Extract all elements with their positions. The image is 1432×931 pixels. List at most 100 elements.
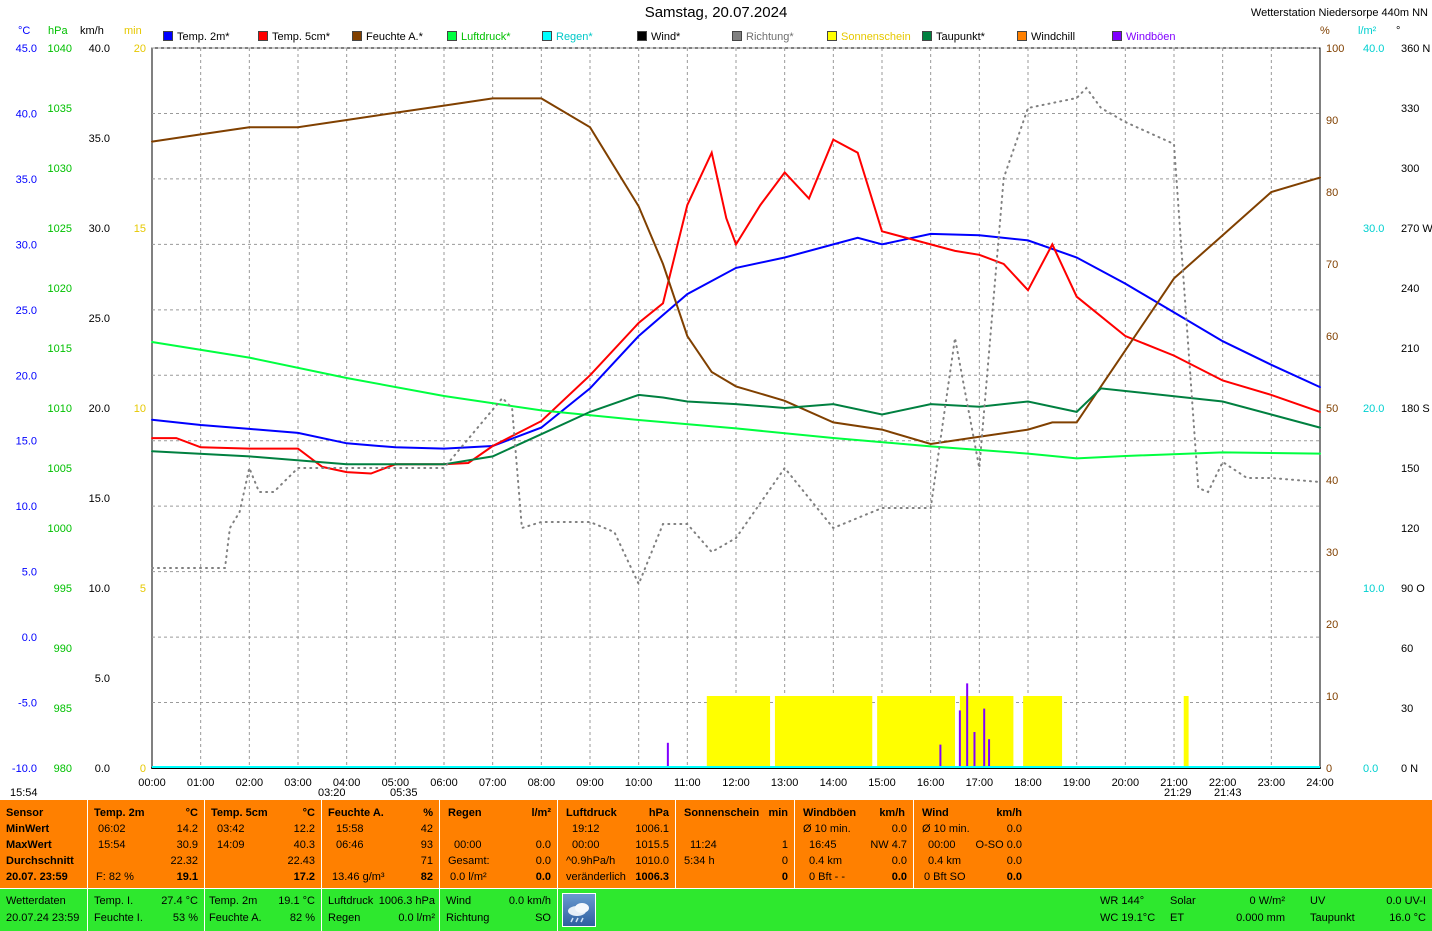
- direction-label: Richtung: [446, 912, 490, 924]
- wind-tick: 35.0: [89, 133, 110, 145]
- humidity-cur: 82: [420, 871, 433, 883]
- summary-temp2m-col: Temp. 2m °C 06:02 14.2 15:54 30.9 22.32 F: …: [88, 800, 205, 888]
- humidity-unit: %: [423, 807, 433, 819]
- direction-tick: 300: [1401, 163, 1419, 175]
- x-tick: 20:00: [1112, 777, 1140, 789]
- series-taupunkt: [151, 387, 1321, 466]
- legend-label: Regen*: [556, 31, 593, 43]
- solar-label: Solar: [1170, 895, 1196, 907]
- temp5cm-min-val: 12.2: [293, 823, 315, 835]
- temp2m-avg: 22.32: [170, 855, 198, 867]
- legend-label: Richtung*: [746, 31, 794, 43]
- pressure-tick: 980: [54, 763, 72, 775]
- temp-tick: 20.0: [16, 370, 37, 382]
- temp-tick: 40.0: [16, 108, 37, 120]
- humidity-tick: 20: [1326, 619, 1338, 631]
- x-tick: 05:00: [382, 777, 410, 789]
- bottom-col-indoor: Temp. I. 27.4 °C Feuchte I. 53 %: [88, 889, 205, 931]
- humidity-tick: 0: [1326, 763, 1332, 775]
- bottom-label2: 20.07.24 23:59: [6, 912, 80, 924]
- temp5cm-avg: 22.43: [287, 855, 315, 867]
- legend-swatch: [447, 31, 457, 41]
- rain-unit: l/m²: [531, 807, 551, 819]
- temp-tick: -10.0: [12, 763, 37, 775]
- rain-cur-note: 0.0 l/m²: [450, 871, 487, 883]
- pressure-trend-val: 1010.0: [635, 855, 669, 867]
- temp2m-min-time: 06:02: [98, 823, 126, 835]
- pressure-label: Luftdruck: [328, 895, 374, 907]
- pressure-tick: 1005: [48, 463, 72, 475]
- cloud-icon: [568, 903, 589, 923]
- legend-label: Sonnenschein: [841, 31, 911, 43]
- x-tick: 14:00: [820, 777, 848, 789]
- wind-tick: 15.0: [89, 493, 110, 505]
- wind-tick: 25.0: [89, 313, 110, 325]
- humidity-tick: 60: [1326, 331, 1338, 343]
- legend-swatch: [163, 31, 173, 41]
- gust-avg-label: Ø 10 min.: [803, 823, 851, 835]
- legend-item: Windböen: [1112, 31, 1176, 43]
- wind-header: Wind: [922, 807, 949, 819]
- direction-tick: 60: [1401, 643, 1413, 655]
- summary-gust-col: Windböen km/h Ø 10 min. 0.0 16:45 NW 4.7 0.…: [795, 800, 914, 888]
- series-temp2m: [151, 232, 1321, 450]
- rain-label: Regen: [328, 912, 361, 924]
- summary-avg-label: Durchschnitt: [6, 855, 74, 867]
- temp2m-max-time: 15:54: [98, 839, 126, 851]
- temp2m-label: Temp. 2m: [209, 895, 258, 907]
- wind-tick: 5.0: [95, 673, 110, 685]
- direction-tick: 0 N: [1401, 763, 1418, 775]
- x-tick: 21:00: [1160, 777, 1188, 789]
- direction-tick: 90 O: [1401, 583, 1425, 595]
- humidity-tick: 100: [1326, 43, 1344, 55]
- rain-total-val: 0.0: [535, 855, 551, 867]
- sun-duration: 5:34 h: [684, 855, 715, 867]
- bottom-label1: Wetterdaten: [6, 895, 66, 907]
- series-richtung: [151, 86, 1321, 587]
- temp-tick: 5.0: [22, 567, 37, 579]
- temp-tick: 10.0: [16, 501, 37, 513]
- wind-max-val: O-SO 0.0: [975, 839, 1022, 851]
- gust-unit: km/h: [879, 807, 905, 819]
- legend-label: Wind*: [651, 31, 681, 43]
- temp-i-label: Temp. I.: [94, 895, 134, 907]
- legend-swatch: [1017, 31, 1027, 41]
- dewpoint-value: 16.0 °C: [1389, 912, 1426, 924]
- legend-swatch: [1112, 31, 1122, 41]
- rain-tick: 0.0: [1363, 763, 1378, 775]
- x-tick: 09:00: [576, 777, 604, 789]
- legend-swatch: [827, 31, 837, 41]
- direction-value: SO: [535, 912, 551, 924]
- x-tick: 10:00: [625, 777, 653, 789]
- humidity-i-value: 53 %: [172, 912, 198, 924]
- sun-header: Sonnenschein: [684, 807, 760, 819]
- et-label: ET: [1170, 912, 1185, 924]
- x-tick: 01:00: [187, 777, 215, 789]
- gust-avg-val: 0.0: [891, 823, 907, 835]
- x-tick: 04:00: [333, 777, 361, 789]
- pressure-tick: 1015: [48, 343, 72, 355]
- temp-tick: 30.0: [16, 239, 37, 251]
- sun-time: 11:24: [690, 839, 717, 851]
- x-tick: 16:00: [917, 777, 945, 789]
- humidity-tick: 90: [1326, 115, 1338, 127]
- legend-item: Sonnenschein: [827, 31, 911, 43]
- unit-wind: km/h: [80, 25, 104, 37]
- wind-tick: 40.0: [89, 43, 110, 55]
- x-tick: 07:00: [479, 777, 507, 789]
- summary-humidity-col: Feuchte A.% 15:58 42 06:46 93 71 13.46 g/m…: [322, 800, 440, 888]
- legend-label: Windböen: [1126, 31, 1176, 43]
- humidity-cur-note: 13.46 g/m³: [332, 871, 385, 883]
- wind-unit: km/h: [996, 807, 1022, 819]
- sun-event-label: 03:20: [318, 787, 346, 799]
- rain-time: 00:00: [454, 839, 482, 851]
- series-temp5cm: [151, 138, 1321, 475]
- humidity-tick: 80: [1326, 187, 1338, 199]
- unit-sun: min: [124, 25, 142, 37]
- pressure-header: Luftdruck: [566, 807, 617, 819]
- temp5cm-max-time: 14:09: [217, 839, 245, 851]
- pressure-max-time: 00:00: [572, 839, 600, 851]
- current-data-bar: Wetterdaten 20.07.24 23:59 Temp. I. 27.4…: [0, 889, 1432, 931]
- legend-item: Richtung*: [732, 31, 794, 43]
- x-tick: 11:00: [674, 777, 701, 789]
